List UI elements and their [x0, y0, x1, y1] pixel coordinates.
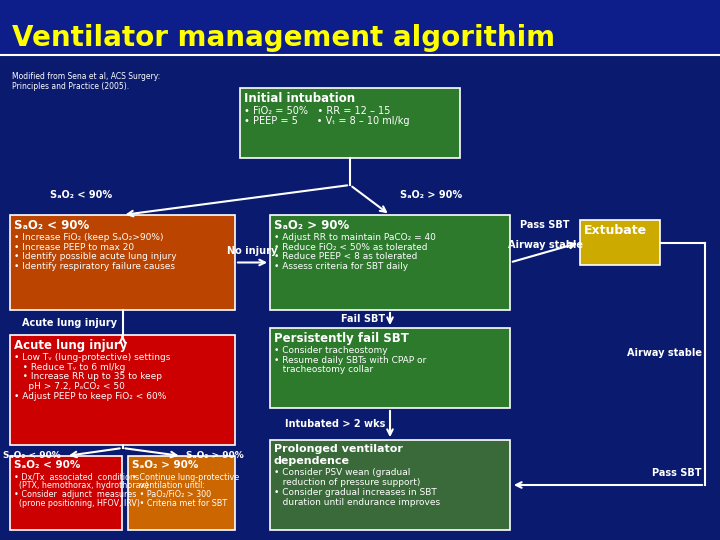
Text: SₐO₂ > 90%: SₐO₂ > 90%	[400, 190, 462, 200]
Bar	[580, 220, 660, 265]
Text: • Resume daily SBTs with CPAP or: • Resume daily SBTs with CPAP or	[274, 356, 426, 364]
Text: SₐO₂ < 90%: SₐO₂ < 90%	[4, 451, 61, 460]
Text: • Consider  adjunct  measures: • Consider adjunct measures	[14, 490, 136, 499]
Text: Acute lung injury: Acute lung injury	[14, 339, 127, 352]
Text: • Reduce FiO₂ < 50% as tolerated: • Reduce FiO₂ < 50% as tolerated	[274, 242, 428, 252]
Text: • Consider PSV wean (gradual: • Consider PSV wean (gradual	[274, 468, 410, 477]
Text: • Increase PEEP to max 20: • Increase PEEP to max 20	[14, 242, 134, 252]
Text: • Assess criteria for SBT daily: • Assess criteria for SBT daily	[274, 262, 408, 271]
Text: Airway stable: Airway stable	[627, 348, 702, 357]
Text: • Reduce Tᵥ to 6 ml/kg: • Reduce Tᵥ to 6 ml/kg	[14, 363, 125, 372]
Bar	[10, 456, 122, 530]
Text: • Adjust RR to maintain PaCO₂ = 40: • Adjust RR to maintain PaCO₂ = 40	[274, 233, 436, 242]
Text: ventilation until:: ventilation until:	[132, 481, 205, 490]
Text: • Increase FiO₂ (keep SₐO₂>90%): • Increase FiO₂ (keep SₐO₂>90%)	[14, 233, 163, 242]
Bar	[128, 456, 235, 530]
Bar	[10, 335, 235, 445]
Bar	[270, 440, 510, 530]
Text: • Low Tᵥ (lung-protective) settings: • Low Tᵥ (lung-protective) settings	[14, 353, 171, 362]
Bar	[240, 88, 460, 158]
Text: • Reduce PEEP < 8 as tolerated: • Reduce PEEP < 8 as tolerated	[274, 252, 418, 261]
Text: Prolonged ventilator
dependence: Prolonged ventilator dependence	[274, 444, 403, 465]
Text: Fail SBT: Fail SBT	[341, 314, 385, 324]
Bar	[270, 328, 510, 408]
Text: Intubated > 2 wks: Intubated > 2 wks	[284, 419, 385, 429]
Text: • Dx/Tx  associated  conditions: • Dx/Tx associated conditions	[14, 472, 139, 482]
Text: SₐO₂ > 90%: SₐO₂ > 90%	[186, 451, 244, 460]
Text: • Increase RR up to 35 to keep: • Increase RR up to 35 to keep	[14, 373, 162, 381]
Text: Airway stable: Airway stable	[508, 240, 582, 249]
Text: • PEEP = 5      • Vₜ = 8 – 10 ml/kg: • PEEP = 5 • Vₜ = 8 – 10 ml/kg	[244, 117, 410, 126]
Text: tracheostomy collar: tracheostomy collar	[274, 366, 373, 374]
Text: • Identify possible acute lung injury: • Identify possible acute lung injury	[14, 252, 176, 261]
Text: • Identify respiratory failure causes: • Identify respiratory failure causes	[14, 262, 175, 271]
Text: (prone positioning, HFOV, IRV): (prone positioning, HFOV, IRV)	[14, 498, 140, 508]
Text: Pass SBT: Pass SBT	[652, 468, 702, 478]
Text: • FiO₂ = 50%   • RR = 12 – 15: • FiO₂ = 50% • RR = 12 – 15	[244, 106, 390, 116]
Text: • PaO₂/FiO₂ > 300: • PaO₂/FiO₂ > 300	[132, 490, 211, 499]
Text: Extubate: Extubate	[584, 224, 647, 237]
Text: • Adjust PEEP to keep FiO₂ < 60%: • Adjust PEEP to keep FiO₂ < 60%	[14, 392, 166, 401]
Bar	[10, 215, 235, 310]
Text: SₐO₂ > 90%: SₐO₂ > 90%	[274, 219, 349, 232]
Text: No injury: No injury	[228, 246, 278, 256]
Text: (PTX, hemothorax, hydrothorax): (PTX, hemothorax, hydrothorax)	[14, 481, 148, 490]
Text: Initial intubation: Initial intubation	[244, 92, 355, 105]
Text: Persistently fail SBT: Persistently fail SBT	[274, 332, 409, 345]
Text: • Criteria met for SBT: • Criteria met for SBT	[132, 498, 227, 508]
Text: Pass SBT: Pass SBT	[521, 220, 570, 231]
Bar	[270, 215, 510, 310]
Text: SₐO₂ < 90%: SₐO₂ < 90%	[50, 190, 112, 200]
Text: pH > 7.2, PₐCO₂ < 50: pH > 7.2, PₐCO₂ < 50	[14, 382, 125, 391]
Text: Acute lung injury: Acute lung injury	[22, 318, 117, 327]
Text: • Consider tracheostomy: • Consider tracheostomy	[274, 346, 387, 355]
Text: • Consider gradual increases in SBT: • Consider gradual increases in SBT	[274, 488, 437, 497]
Text: SₐO₂ > 90%: SₐO₂ > 90%	[132, 460, 199, 470]
Text: SₐO₂ < 90%: SₐO₂ < 90%	[14, 460, 81, 470]
Bar	[0, 0, 720, 55]
Text: • Continue lung-protective: • Continue lung-protective	[132, 472, 239, 482]
Text: reduction of pressure support): reduction of pressure support)	[274, 478, 420, 487]
Text: Ventilator management algorithim: Ventilator management algorithim	[12, 24, 555, 52]
Text: duration until endurance improves: duration until endurance improves	[274, 498, 440, 507]
Text: Modified from Sena et al, ACS Surgery:
Principles and Practice (2005).: Modified from Sena et al, ACS Surgery: P…	[12, 72, 161, 91]
Text: SₐO₂ < 90%: SₐO₂ < 90%	[14, 219, 89, 232]
